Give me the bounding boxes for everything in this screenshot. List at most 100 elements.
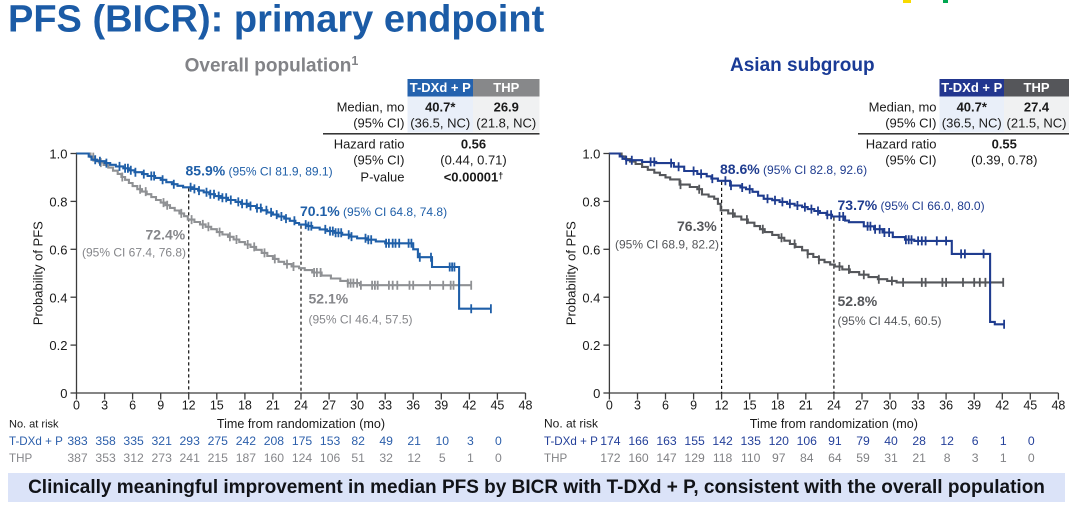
svg-text:0: 0 [60, 386, 67, 401]
svg-text:42: 42 [462, 399, 476, 413]
svg-text:30: 30 [883, 399, 897, 413]
svg-text:76.3%: 76.3% [677, 218, 717, 234]
svg-text:215: 215 [208, 451, 229, 465]
svg-text:48: 48 [519, 399, 533, 413]
svg-text:3: 3 [467, 434, 474, 448]
svg-text:88.6% (95% CI 82.8, 92.6): 88.6% (95% CI 82.8, 92.6) [720, 161, 867, 177]
svg-text:91: 91 [828, 434, 842, 448]
svg-text:12: 12 [407, 451, 421, 465]
svg-text:147: 147 [656, 451, 677, 465]
svg-text:48: 48 [1051, 399, 1065, 413]
svg-text:97: 97 [772, 451, 786, 465]
svg-text:72.4%: 72.4% [146, 227, 186, 243]
svg-text:27: 27 [322, 399, 336, 413]
svg-text:1: 1 [1000, 451, 1007, 465]
svg-text:84: 84 [800, 451, 814, 465]
svg-text:73.7% (95% CI 66.0, 80.0): 73.7% (95% CI 66.0, 80.0) [838, 197, 985, 213]
svg-text:Median, mo: Median, mo [337, 100, 405, 115]
svg-text:0: 0 [606, 399, 613, 413]
svg-text:<0.00001†: <0.00001† [444, 170, 504, 185]
svg-text:15: 15 [210, 399, 224, 413]
svg-text:0.2: 0.2 [582, 338, 600, 353]
svg-text:358: 358 [95, 434, 116, 448]
svg-text:No. at risk: No. at risk [9, 419, 59, 431]
svg-text:0: 0 [495, 434, 502, 448]
svg-text:THP: THP [1024, 80, 1050, 95]
svg-text:21: 21 [799, 399, 813, 413]
svg-text:59: 59 [856, 451, 870, 465]
svg-text:39: 39 [967, 399, 981, 413]
svg-text:172: 172 [600, 451, 621, 465]
svg-text:No. at risk: No. at risk [544, 417, 599, 431]
svg-text:0.6: 0.6 [49, 242, 67, 257]
svg-text:(21.5, NC): (21.5, NC) [1007, 116, 1067, 131]
svg-text:12: 12 [182, 399, 196, 413]
svg-text:120: 120 [769, 434, 790, 448]
svg-text:353: 353 [95, 451, 116, 465]
svg-text:33: 33 [911, 399, 925, 413]
svg-text:85.9% (95% CI 81.9, 89.1): 85.9% (95% CI 81.9, 89.1) [186, 163, 333, 179]
svg-text:153: 153 [320, 434, 341, 448]
svg-text:321: 321 [152, 434, 173, 448]
svg-text:(95% CI): (95% CI) [353, 116, 404, 131]
svg-text:12: 12 [940, 434, 954, 448]
svg-text:(95% CI 68.9, 82.2): (95% CI 68.9, 82.2) [615, 238, 719, 252]
svg-text:82: 82 [351, 434, 365, 448]
svg-text:174: 174 [600, 434, 621, 448]
svg-text:0.6: 0.6 [582, 242, 600, 257]
svg-text:T-DXd + P: T-DXd + P [410, 80, 471, 95]
svg-text:31: 31 [884, 451, 898, 465]
svg-text:0.8: 0.8 [582, 195, 600, 210]
svg-text:Median, mo: Median, mo [869, 100, 937, 115]
svg-text:36: 36 [406, 399, 420, 413]
svg-text:18: 18 [771, 399, 785, 413]
svg-text:45: 45 [490, 399, 504, 413]
svg-text:Time from randomization (mo): Time from randomization (mo) [750, 417, 918, 431]
svg-text:9: 9 [157, 399, 164, 413]
svg-text:118: 118 [713, 451, 733, 465]
svg-text:40: 40 [884, 434, 898, 448]
svg-text:3: 3 [101, 399, 108, 413]
svg-text:Hazard ratio: Hazard ratio [334, 137, 405, 152]
svg-text:PFS (BICR): primary endpoint: PFS (BICR): primary endpoint [8, 0, 545, 41]
svg-text:160: 160 [628, 451, 649, 465]
svg-text:52.8%: 52.8% [838, 293, 878, 309]
svg-text:0.4: 0.4 [582, 290, 600, 305]
svg-text:166: 166 [628, 434, 649, 448]
svg-text:Overall population1: Overall population1 [185, 54, 359, 77]
svg-text:(95% CI 67.4, 76.8): (95% CI 67.4, 76.8) [82, 246, 186, 260]
svg-text:32: 32 [379, 451, 393, 465]
svg-text:124: 124 [292, 451, 313, 465]
svg-text:0.8: 0.8 [49, 195, 67, 210]
svg-text:40.7*: 40.7* [425, 100, 456, 115]
svg-text:45: 45 [1023, 399, 1037, 413]
svg-text:241: 241 [180, 451, 201, 465]
svg-text:18: 18 [238, 399, 252, 413]
svg-text:6: 6 [129, 399, 136, 413]
svg-text:52.1%: 52.1% [309, 291, 349, 307]
svg-text:242: 242 [236, 434, 257, 448]
svg-text:142: 142 [712, 434, 733, 448]
svg-text:135: 135 [741, 434, 762, 448]
svg-text:27: 27 [855, 399, 869, 413]
svg-text:293: 293 [180, 434, 201, 448]
svg-text:(95% CI): (95% CI) [885, 116, 936, 131]
svg-text:(95% CI 44.5, 60.5): (95% CI 44.5, 60.5) [838, 314, 942, 328]
svg-text:106: 106 [797, 434, 818, 448]
svg-text:THP: THP [9, 452, 32, 465]
svg-text:(21.8, NC): (21.8, NC) [476, 116, 536, 131]
svg-text:0: 0 [593, 386, 600, 401]
svg-text:5: 5 [439, 451, 446, 465]
svg-text:Asian subgroup: Asian subgroup [730, 55, 875, 76]
svg-text:51: 51 [351, 451, 365, 465]
svg-text:Time from randomization (mo): Time from randomization (mo) [217, 417, 385, 431]
svg-text:160: 160 [264, 451, 285, 465]
svg-text:28: 28 [912, 434, 926, 448]
svg-text:27.4: 27.4 [1024, 100, 1050, 115]
svg-text:39: 39 [434, 399, 448, 413]
svg-text:(95% CI): (95% CI) [353, 153, 404, 168]
svg-text:(0.44, 0.71): (0.44, 0.71) [440, 153, 507, 168]
svg-text:208: 208 [264, 434, 285, 448]
svg-text:6: 6 [972, 434, 979, 448]
svg-text:33: 33 [378, 399, 392, 413]
